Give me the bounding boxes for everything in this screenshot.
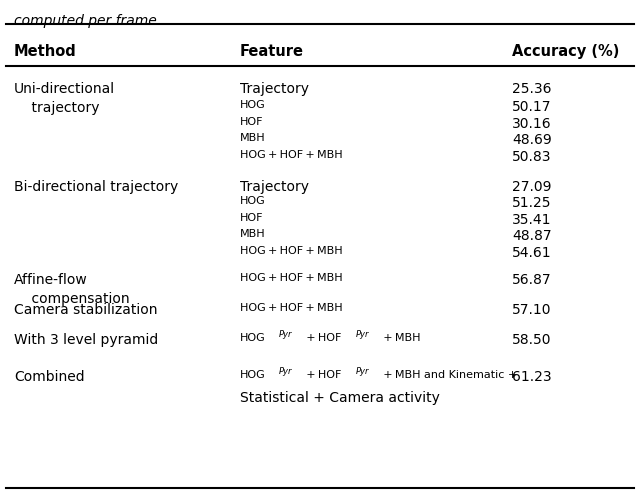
Text: HOG + HOF + MBH: HOG + HOF + MBH	[240, 303, 342, 313]
Text: Camera stabilization: Camera stabilization	[14, 303, 157, 317]
Text: MBH: MBH	[240, 133, 266, 143]
Text: 56.87: 56.87	[512, 273, 552, 287]
Text: Uni-directional: Uni-directional	[14, 82, 115, 96]
Text: 58.50: 58.50	[512, 333, 552, 347]
Text: HOG: HOG	[240, 100, 266, 110]
Text: Pyr: Pyr	[278, 367, 292, 376]
Text: HOG: HOG	[240, 196, 266, 206]
Text: 54.61: 54.61	[512, 246, 552, 259]
Text: + HOF: + HOF	[304, 370, 341, 380]
Text: compensation: compensation	[14, 292, 130, 306]
Text: 50.17: 50.17	[512, 100, 552, 114]
Text: HOG + HOF + MBH: HOG + HOF + MBH	[240, 246, 342, 255]
Text: Statistical + Camera activity: Statistical + Camera activity	[240, 391, 440, 405]
Text: HOG: HOG	[240, 370, 266, 380]
Text: 30.16: 30.16	[512, 117, 552, 131]
Text: Accuracy (%): Accuracy (%)	[512, 44, 620, 59]
Text: Pyr: Pyr	[356, 330, 369, 339]
Text: Method: Method	[14, 44, 77, 59]
Text: MBH: MBH	[240, 229, 266, 239]
Text: + HOF: + HOF	[304, 333, 341, 343]
Text: Pyr: Pyr	[278, 330, 292, 339]
Text: Feature: Feature	[240, 44, 304, 59]
Text: 27.09: 27.09	[512, 180, 552, 194]
Text: 35.41: 35.41	[512, 213, 552, 227]
Text: 48.69: 48.69	[512, 133, 552, 147]
Text: 57.10: 57.10	[512, 303, 552, 317]
Text: + MBH and Kinematic +: + MBH and Kinematic +	[381, 370, 518, 380]
Text: HOG: HOG	[240, 333, 266, 343]
Text: 51.25: 51.25	[512, 196, 552, 210]
Text: Affine-flow: Affine-flow	[14, 273, 88, 287]
Text: HOF: HOF	[240, 213, 264, 223]
Text: Trajectory: Trajectory	[240, 180, 309, 194]
Text: Pyr: Pyr	[356, 367, 369, 376]
Text: HOG + HOF + MBH: HOG + HOF + MBH	[240, 273, 342, 283]
Text: 50.83: 50.83	[512, 150, 552, 164]
Text: HOF: HOF	[240, 117, 264, 127]
Text: With 3 level pyramid: With 3 level pyramid	[14, 333, 158, 347]
Text: Combined: Combined	[14, 370, 84, 384]
Text: computed per frame.: computed per frame.	[14, 14, 161, 28]
Text: 48.87: 48.87	[512, 229, 552, 243]
Text: HOG + HOF + MBH: HOG + HOF + MBH	[240, 150, 342, 160]
Text: 61.23: 61.23	[512, 370, 552, 384]
Text: 25.36: 25.36	[512, 82, 552, 96]
Text: Trajectory: Trajectory	[240, 82, 309, 96]
Text: trajectory: trajectory	[14, 101, 100, 115]
Text: + MBH: + MBH	[381, 333, 421, 343]
Text: Bi-directional trajectory: Bi-directional trajectory	[14, 180, 179, 194]
